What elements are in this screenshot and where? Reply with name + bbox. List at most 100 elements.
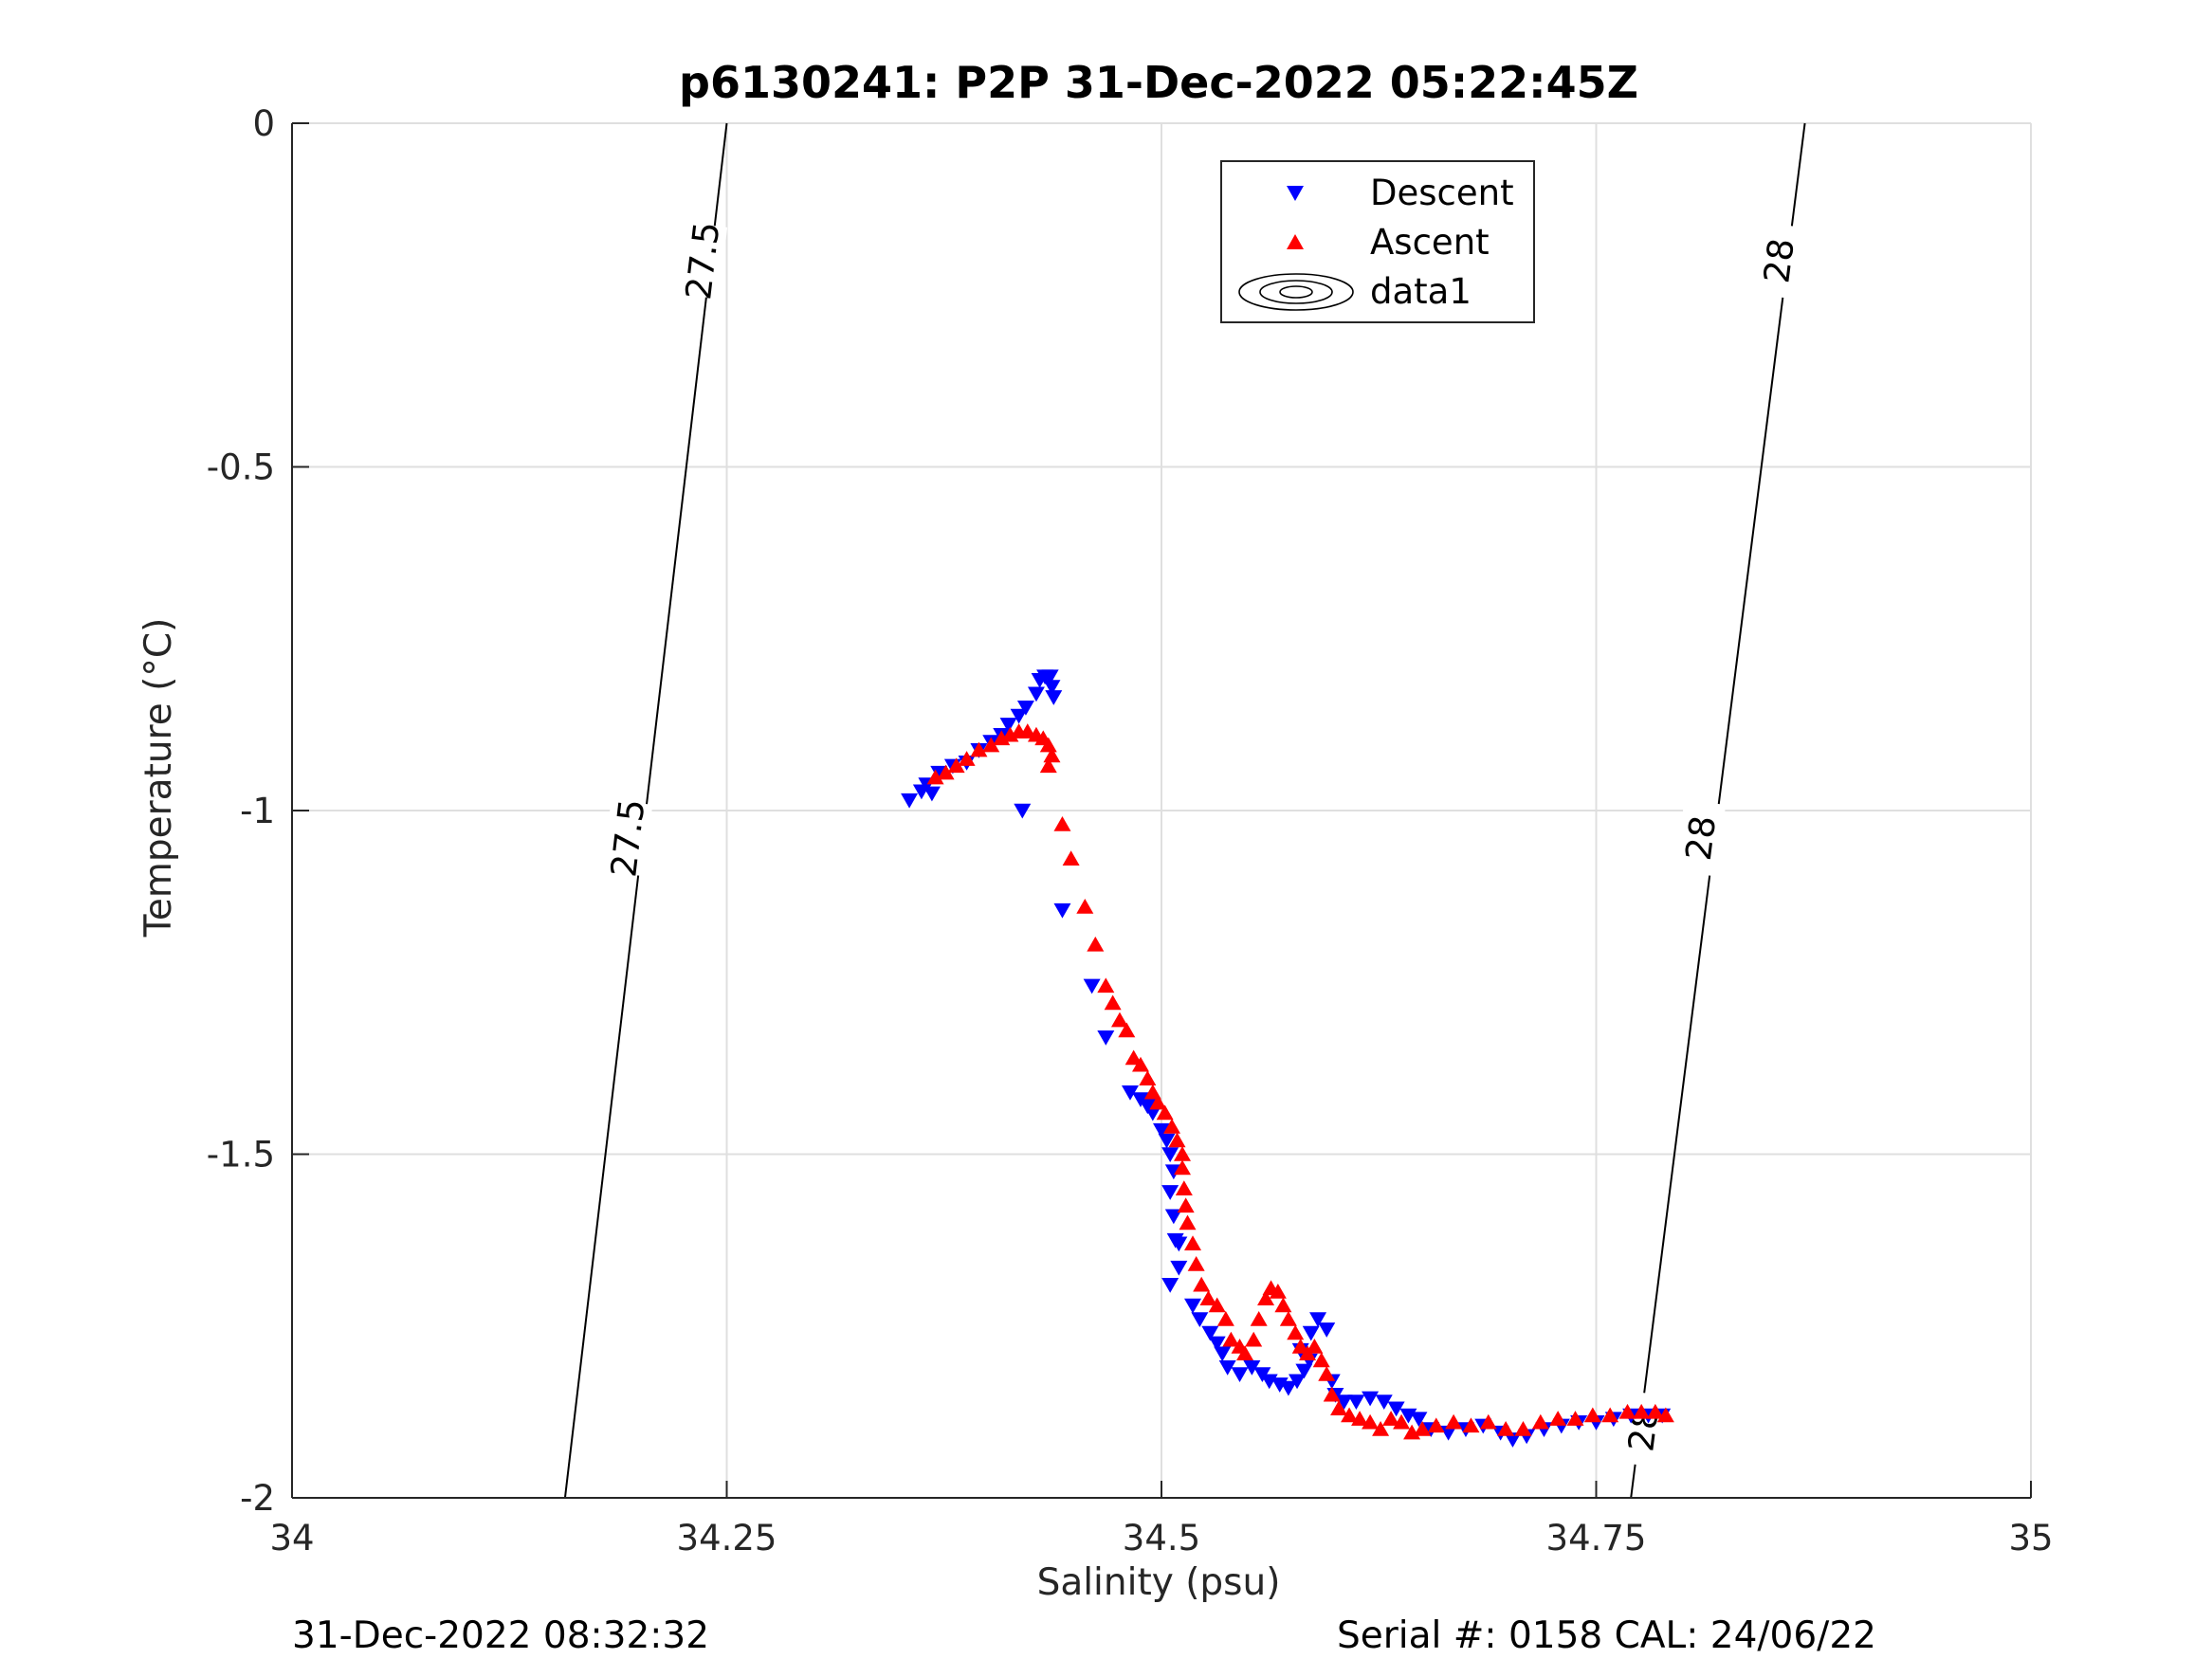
- ascent-point: [1257, 1290, 1275, 1305]
- descent-point: [1083, 978, 1101, 994]
- ascent-point: [1312, 1352, 1330, 1368]
- ascent-point: [1382, 1411, 1400, 1426]
- ascent-point: [1087, 936, 1105, 952]
- legend-ascent-label: Ascent: [1370, 222, 1490, 263]
- descent-point: [1504, 1432, 1522, 1448]
- descent-point: [1208, 1336, 1226, 1352]
- descent-point: [1318, 1322, 1336, 1338]
- ascent-point: [1110, 1012, 1128, 1028]
- ascent-point: [1139, 1070, 1157, 1085]
- ascent-point: [1372, 1420, 1390, 1436]
- descent-point: [1170, 1260, 1188, 1276]
- ascent-point: [1163, 1118, 1181, 1134]
- ascent-point: [1497, 1420, 1515, 1436]
- descent-point: [1043, 680, 1061, 696]
- ascent-point: [1618, 1403, 1636, 1419]
- descent-point: [1191, 1312, 1209, 1328]
- ascent-point: [1274, 1297, 1292, 1313]
- descent-point: [1045, 690, 1063, 705]
- ascent-point: [947, 757, 965, 774]
- ascent-point: [1601, 1407, 1619, 1423]
- x-tick-labels: 34 34.25 34.5 34.75 35: [269, 1518, 2053, 1559]
- descent-point: [1161, 1278, 1179, 1293]
- ascent-point: [1156, 1104, 1174, 1121]
- descent-point: [1387, 1401, 1405, 1417]
- legend-contour-label: data1: [1370, 271, 1472, 312]
- ascent-point: [1250, 1310, 1268, 1326]
- ascent-point: [1174, 1145, 1192, 1161]
- x-tick-label: 34: [269, 1518, 314, 1559]
- contour-label: 27.5: [603, 797, 652, 880]
- ascent-point: [958, 751, 976, 766]
- ascent-point: [1531, 1413, 1549, 1430]
- x-tick-label: 34.75: [1546, 1518, 1647, 1559]
- x-tick-label: 34.25: [677, 1518, 777, 1559]
- ascent-point: [1039, 737, 1057, 753]
- y-tick-label: -1: [240, 791, 275, 831]
- descent-point: [1309, 1312, 1327, 1328]
- ascent-point: [1104, 994, 1122, 1011]
- ascent-point: [1427, 1417, 1445, 1433]
- descent-point: [1362, 1391, 1380, 1407]
- ascent-point: [1039, 757, 1057, 774]
- ascent-point: [1414, 1420, 1432, 1436]
- descent-point: [1164, 1209, 1182, 1225]
- descent-point: [1347, 1395, 1365, 1411]
- ascent-series: [926, 723, 1674, 1440]
- descent-point: [1375, 1395, 1393, 1411]
- legend: Descent Ascent data1: [1220, 160, 1535, 323]
- ascent-point: [1245, 1331, 1263, 1347]
- ascent-point: [1279, 1310, 1297, 1326]
- contour-label-bg: [677, 222, 728, 300]
- ascent-point: [970, 741, 988, 757]
- ascent-point: [1549, 1411, 1567, 1426]
- ascent-point: [1462, 1417, 1480, 1433]
- ascent-point: [1177, 1197, 1195, 1213]
- ascent-point: [1216, 1310, 1234, 1326]
- legend-ascent-marker: [1287, 234, 1304, 249]
- ascent-point: [1330, 1400, 1348, 1415]
- legend-descent-label: Descent: [1370, 173, 1514, 213]
- ascent-point: [1187, 1255, 1205, 1271]
- descent-point: [1410, 1412, 1428, 1428]
- ascent-point: [1062, 850, 1080, 866]
- ascent-point: [1566, 1411, 1584, 1426]
- descent-point: [1016, 701, 1034, 716]
- descent-point: [901, 793, 919, 809]
- ascent-point: [1053, 815, 1071, 831]
- ascent-point: [1583, 1407, 1601, 1423]
- ascent-point: [1193, 1276, 1211, 1292]
- descent-point: [1161, 1185, 1179, 1200]
- ascent-point: [1149, 1094, 1167, 1110]
- legend-box: [1220, 160, 1535, 323]
- contour-label-bg: [1674, 799, 1727, 877]
- descent-point: [999, 718, 1017, 733]
- ascent-point: [1269, 1283, 1287, 1299]
- footer-timestamp: 31-Dec-2022 08:32:32: [292, 1614, 709, 1657]
- ascent-point: [1362, 1413, 1380, 1430]
- contour-label-bg: [1753, 222, 1804, 300]
- contour-label: 28: [1756, 236, 1802, 285]
- descent-point: [1121, 1085, 1139, 1101]
- descent-point: [1170, 1236, 1188, 1252]
- ascent-point: [937, 764, 955, 780]
- x-tick-label: 35: [2008, 1518, 2053, 1559]
- ascent-point: [982, 737, 1000, 753]
- y-axis-label: Temperature (°C): [137, 618, 180, 939]
- y-tick-label: -1.5: [207, 1135, 275, 1176]
- ascent-point: [1179, 1214, 1197, 1231]
- ascent-point: [1306, 1338, 1324, 1354]
- descent-point: [1158, 1133, 1176, 1149]
- descent-point: [1231, 1367, 1249, 1383]
- ascent-point: [1445, 1413, 1463, 1430]
- descent-point: [1218, 1360, 1236, 1376]
- descent-point: [1161, 1147, 1179, 1163]
- ascent-point: [1646, 1403, 1664, 1419]
- y-tick-label: -0.5: [207, 447, 275, 488]
- ascent-point: [1199, 1290, 1217, 1305]
- ascent-point: [1174, 1159, 1192, 1176]
- grid: [292, 122, 2032, 1498]
- descent-point: [1053, 902, 1071, 919]
- ascent-point: [1479, 1413, 1497, 1430]
- y-tick-label: -2: [240, 1478, 275, 1519]
